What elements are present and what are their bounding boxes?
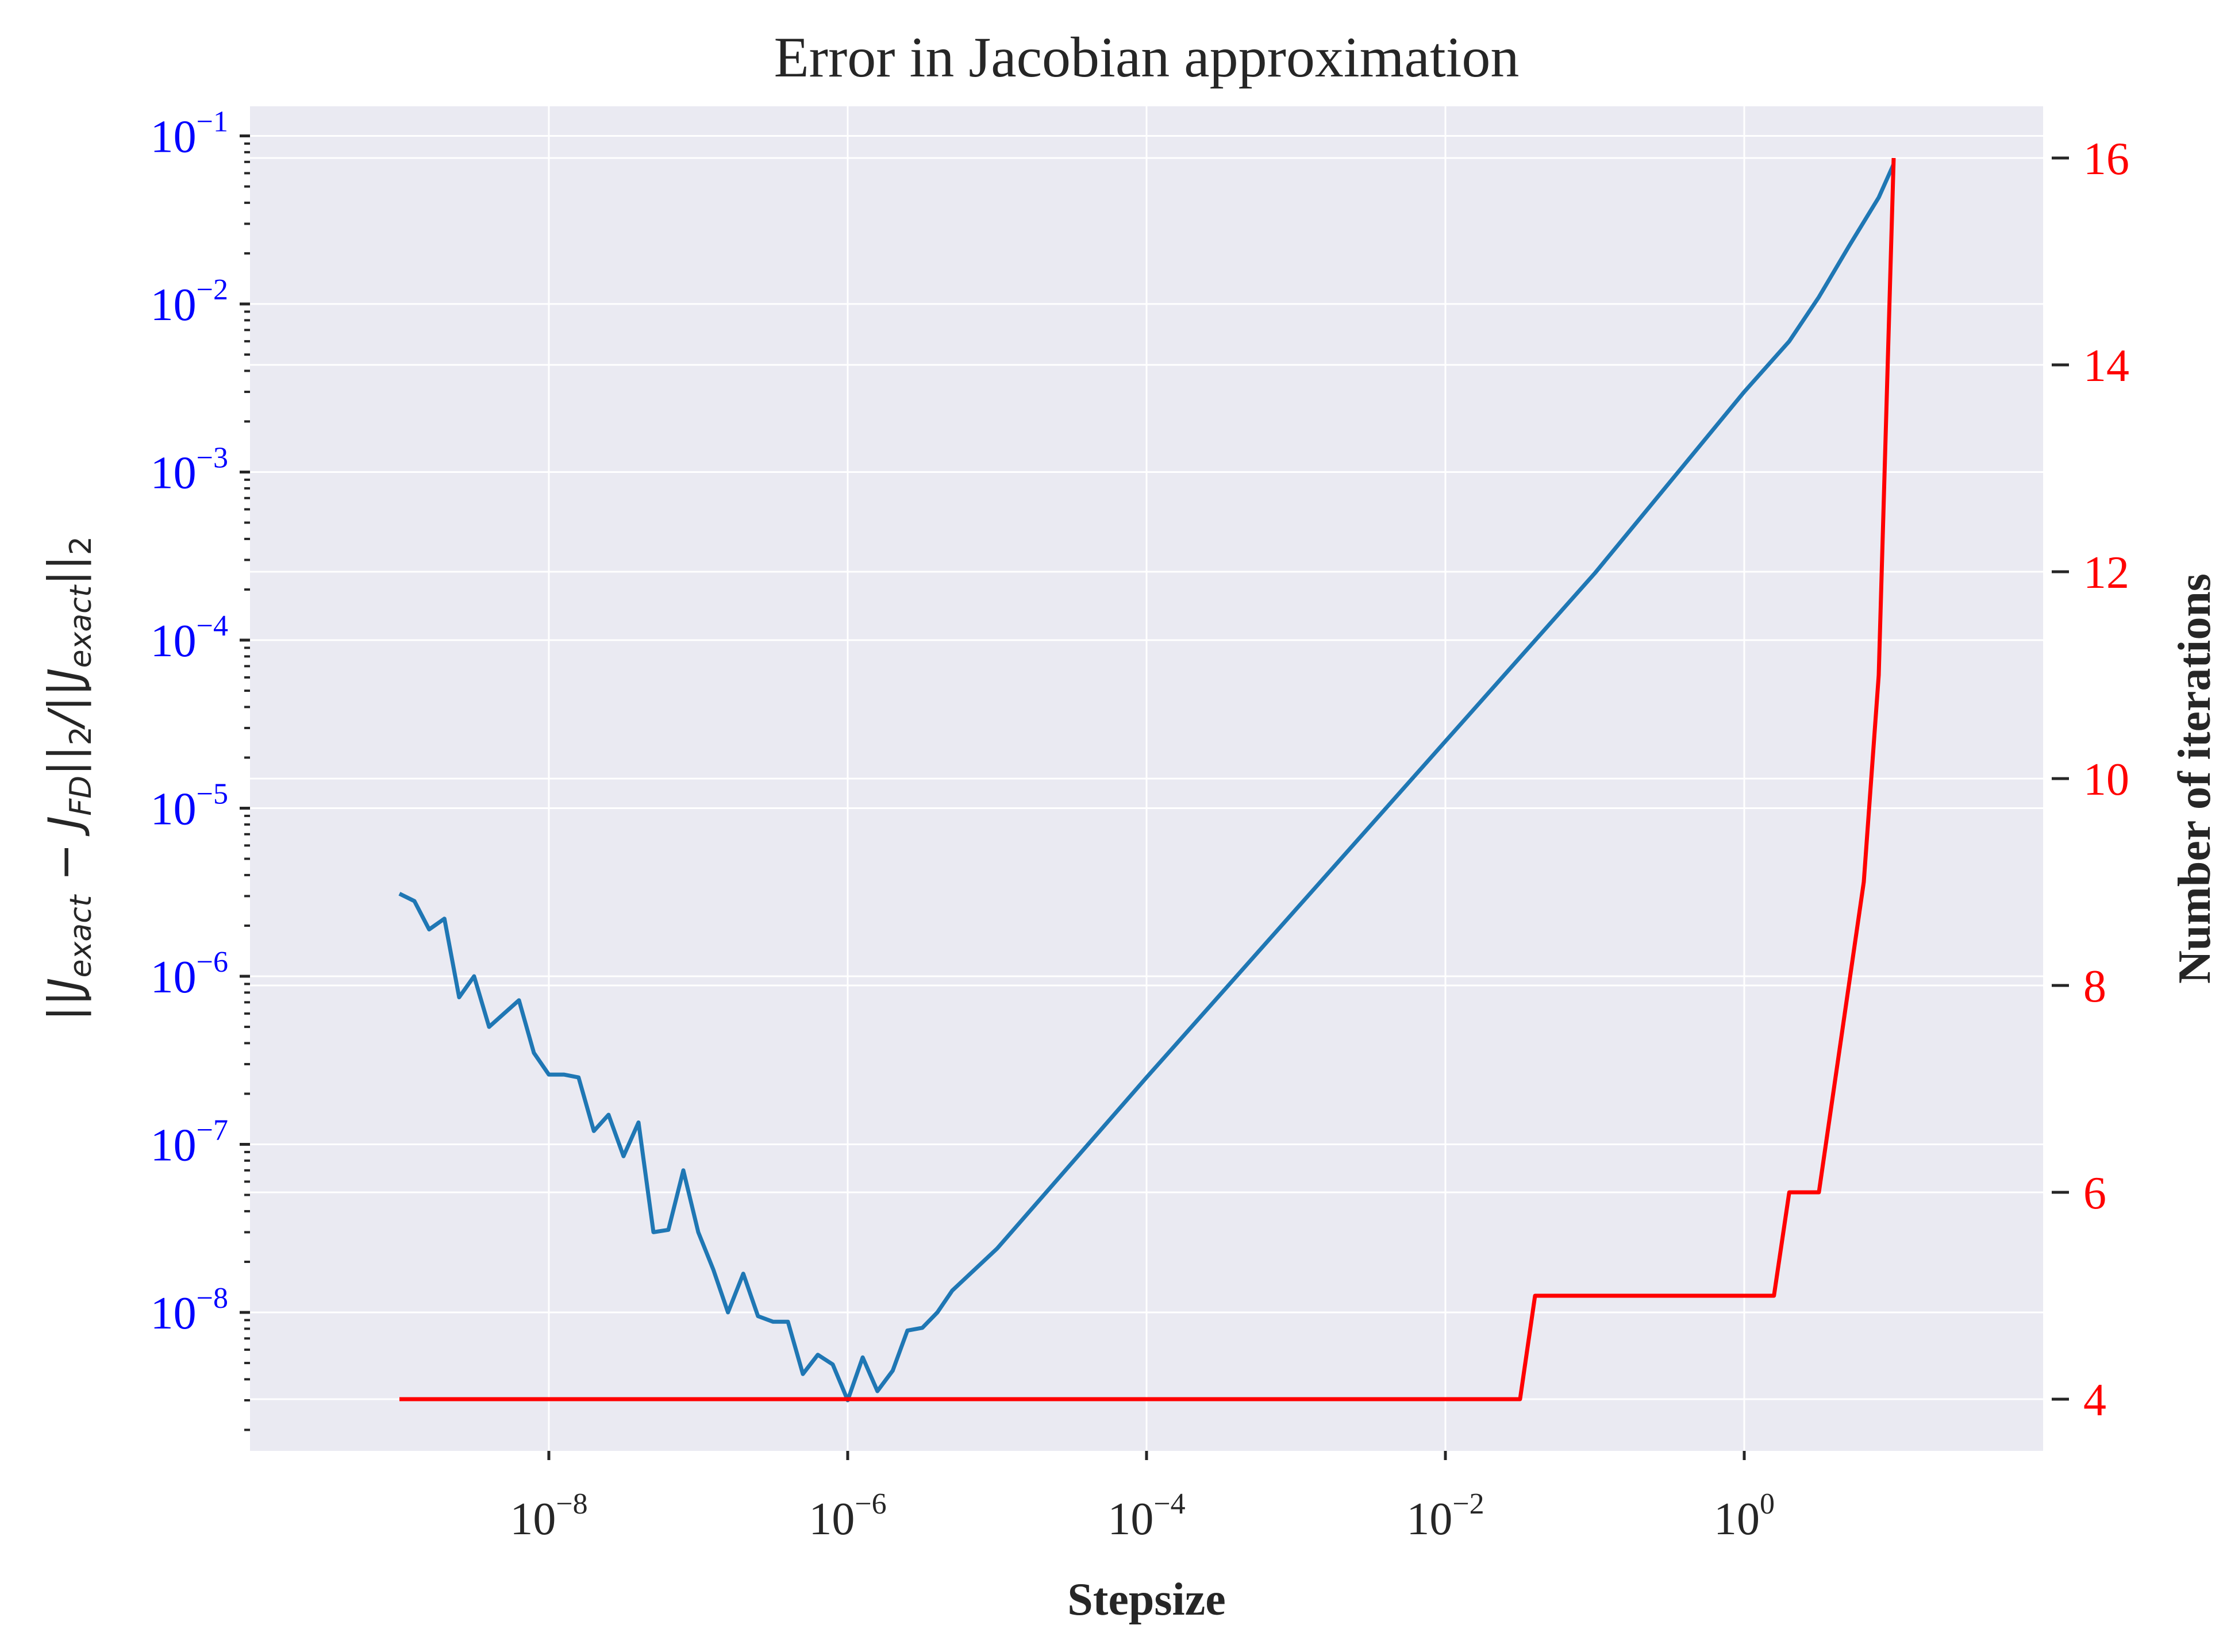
y-tick-label: 10−7 bbox=[151, 1114, 228, 1171]
series-group bbox=[398, 157, 1896, 1403]
y-tick-label: 10−3 bbox=[151, 442, 228, 499]
iterations-line bbox=[399, 157, 1896, 1401]
x-tick-label: 100 bbox=[1714, 1488, 1775, 1545]
y2-tick-label: 4 bbox=[2083, 1375, 2106, 1426]
y-axis-label: ||Jexact − JFD||2/||Jexact||2 bbox=[40, 536, 98, 1021]
y-tick-label: 10−6 bbox=[151, 946, 228, 1003]
x-tick-label: 10−8 bbox=[510, 1488, 587, 1545]
chart-title: Error in Jacobian approximation bbox=[774, 25, 1520, 89]
x-tick-label: 10−2 bbox=[1406, 1488, 1484, 1545]
y2-tick-label: 6 bbox=[2083, 1168, 2106, 1219]
y2-tick-label: 10 bbox=[2083, 754, 2129, 805]
x-tick-label: 10−4 bbox=[1107, 1488, 1185, 1545]
x-tick-label: 10−6 bbox=[809, 1488, 886, 1545]
y2-tick-label: 16 bbox=[2083, 134, 2129, 184]
axes-group: 10−8 10−6 10−4 10−2 100 10−1 10−2 10−3 10−4 10−5 1… bbox=[151, 106, 2129, 1545]
y2-tick-label: 14 bbox=[2083, 341, 2129, 391]
x-axis-label: Stepsize bbox=[1067, 1574, 1226, 1625]
error-line bbox=[398, 163, 1896, 1403]
y2-tick-label: 8 bbox=[2083, 961, 2106, 1012]
y-tick-label: 10−5 bbox=[151, 778, 228, 835]
y-tick-label: 10−8 bbox=[151, 1282, 228, 1339]
y2-tick-label: 12 bbox=[2083, 548, 2129, 598]
y-tick-label: 10−2 bbox=[151, 274, 228, 330]
y-tick-label: 10−4 bbox=[151, 610, 228, 667]
grid bbox=[250, 106, 2043, 1451]
y2-axis-label: Number of iterations bbox=[2170, 573, 2220, 984]
y-tick-label: 10−1 bbox=[151, 106, 228, 163]
